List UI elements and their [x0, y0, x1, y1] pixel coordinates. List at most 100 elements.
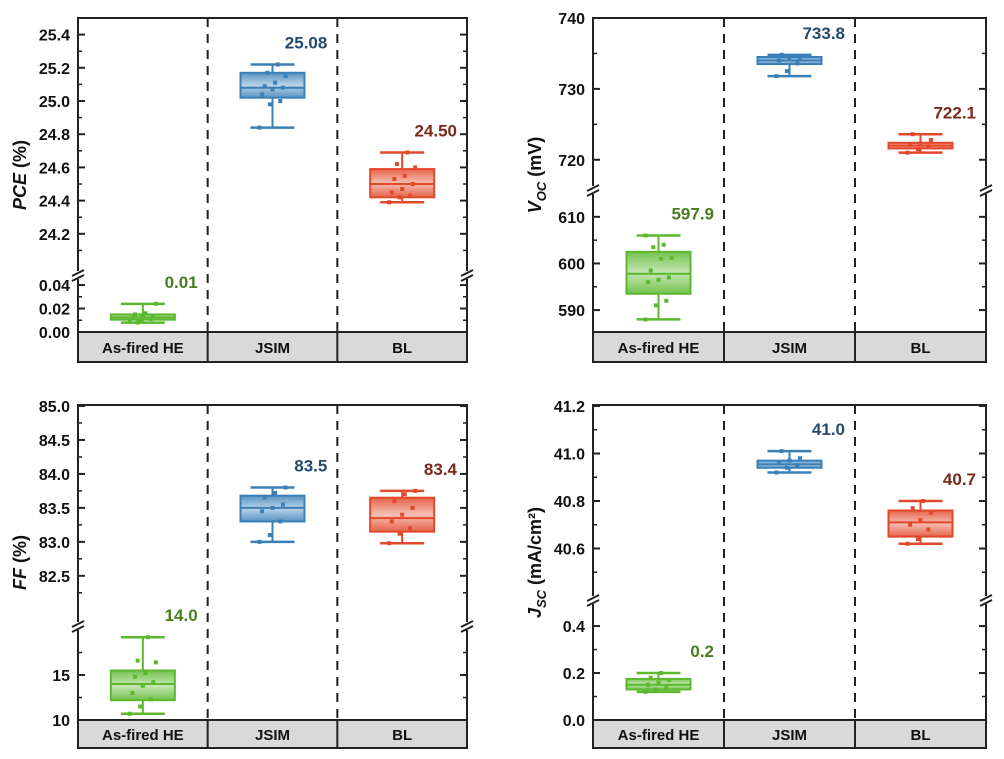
data-point [387, 200, 392, 205]
data-point [651, 245, 656, 250]
data-point [928, 137, 933, 142]
data-point [262, 84, 267, 89]
data-point [273, 80, 278, 85]
data-point [280, 502, 285, 507]
data-point [643, 233, 648, 238]
data-point [661, 242, 666, 247]
box-jsim: 733.8 [756, 24, 845, 79]
y-tick-label: 84.5 [39, 433, 70, 450]
data-point [413, 488, 418, 493]
data-point [407, 526, 412, 531]
data-point [910, 132, 915, 137]
data-point [921, 499, 926, 503]
category-label: BL [392, 727, 412, 744]
data-point [648, 675, 653, 680]
data-point [392, 499, 397, 504]
axis-break-gap [589, 186, 597, 194]
y-tick-label: 0.0 [563, 713, 585, 730]
category-band [593, 332, 986, 362]
axis-break-gap [74, 271, 82, 279]
data-point [774, 470, 779, 475]
y-tick-label: 0.00 [39, 325, 70, 342]
y-tick-label: 83.0 [39, 535, 70, 552]
y-axis-label: FF (%) [10, 535, 30, 590]
data-point [795, 463, 800, 468]
data-point [643, 317, 648, 322]
data-point [387, 541, 392, 546]
data-point [905, 541, 910, 546]
axis-break-mark [586, 184, 600, 192]
mean-value-label: 0.01 [165, 273, 198, 292]
data-point [265, 70, 270, 75]
mean-value-label: 40.7 [943, 470, 976, 489]
data-point [797, 55, 802, 60]
axis-break-mark [586, 594, 600, 602]
y-tick-label: 0.2 [563, 666, 585, 683]
y-tick-label: 40.8 [554, 494, 585, 511]
mean-value-label: 83.5 [294, 457, 327, 476]
data-point [283, 74, 288, 79]
data-point [262, 495, 267, 500]
y-tick-label: 610 [558, 210, 585, 227]
category-label: JSIM [772, 727, 807, 744]
data-point [669, 255, 674, 260]
y-tick-label: 590 [558, 303, 585, 320]
data-point [270, 87, 275, 92]
data-point [278, 519, 283, 524]
y-tick-label: 40.6 [554, 542, 585, 559]
box-bl: 83.4 [369, 460, 458, 546]
mean-value-label: 0.2 [690, 642, 714, 661]
box-jsim: 41.0 [756, 420, 845, 475]
data-point [656, 680, 661, 685]
data-point [140, 683, 145, 688]
axis-break-mark [460, 625, 474, 633]
axis-break-mark [979, 184, 993, 192]
data-point [394, 162, 399, 167]
box-bl: 722.1 [887, 103, 976, 155]
data-point [138, 704, 143, 709]
data-point [400, 512, 405, 517]
y-axis-label-unit: (%) [10, 535, 30, 568]
y-tick-label: 0.4 [563, 619, 585, 636]
y-axis-label-symbol: V [525, 199, 545, 213]
data-point [787, 458, 792, 463]
data-point [779, 52, 784, 57]
axis-break-mark [71, 625, 85, 633]
y-axis-label-symbol: PCE [10, 172, 30, 210]
data-point [392, 177, 397, 182]
y-tick-label: 600 [558, 256, 585, 273]
category-label: BL [911, 727, 931, 744]
data-point [153, 660, 158, 665]
data-point [402, 492, 407, 497]
data-point [908, 522, 913, 527]
data-point [646, 280, 651, 285]
box-bl: 40.7 [887, 470, 976, 546]
data-point [130, 691, 135, 695]
mean-value-label: 83.4 [424, 460, 458, 479]
axis-break-mark [979, 594, 993, 602]
data-point [397, 531, 402, 536]
data-point [779, 449, 784, 454]
mean-value-label: 597.9 [671, 204, 714, 223]
axis-break-mark [586, 599, 600, 607]
data-point [146, 635, 151, 640]
axis-break-gap [463, 271, 471, 279]
plot-frame [77, 17, 468, 363]
y-tick-label: 24.6 [39, 160, 70, 177]
axis-break-mark [460, 274, 474, 282]
y-tick-label: 83.5 [39, 501, 70, 518]
y-axis-label-unit: (mV) [525, 137, 545, 182]
axis-break-gap [589, 596, 597, 604]
data-point [407, 193, 412, 198]
iqr-box [887, 509, 954, 538]
y-tick-label: 25.2 [39, 61, 70, 78]
data-point [153, 301, 158, 306]
mean-value-label: 722.1 [933, 103, 976, 122]
data-point [402, 173, 407, 178]
data-point [283, 485, 288, 490]
axis-break-mark [586, 189, 600, 197]
data-point [928, 510, 933, 515]
axis-break-gap [463, 622, 471, 630]
y-axis-label: VOC (mV) [525, 137, 549, 214]
data-point [413, 165, 418, 170]
